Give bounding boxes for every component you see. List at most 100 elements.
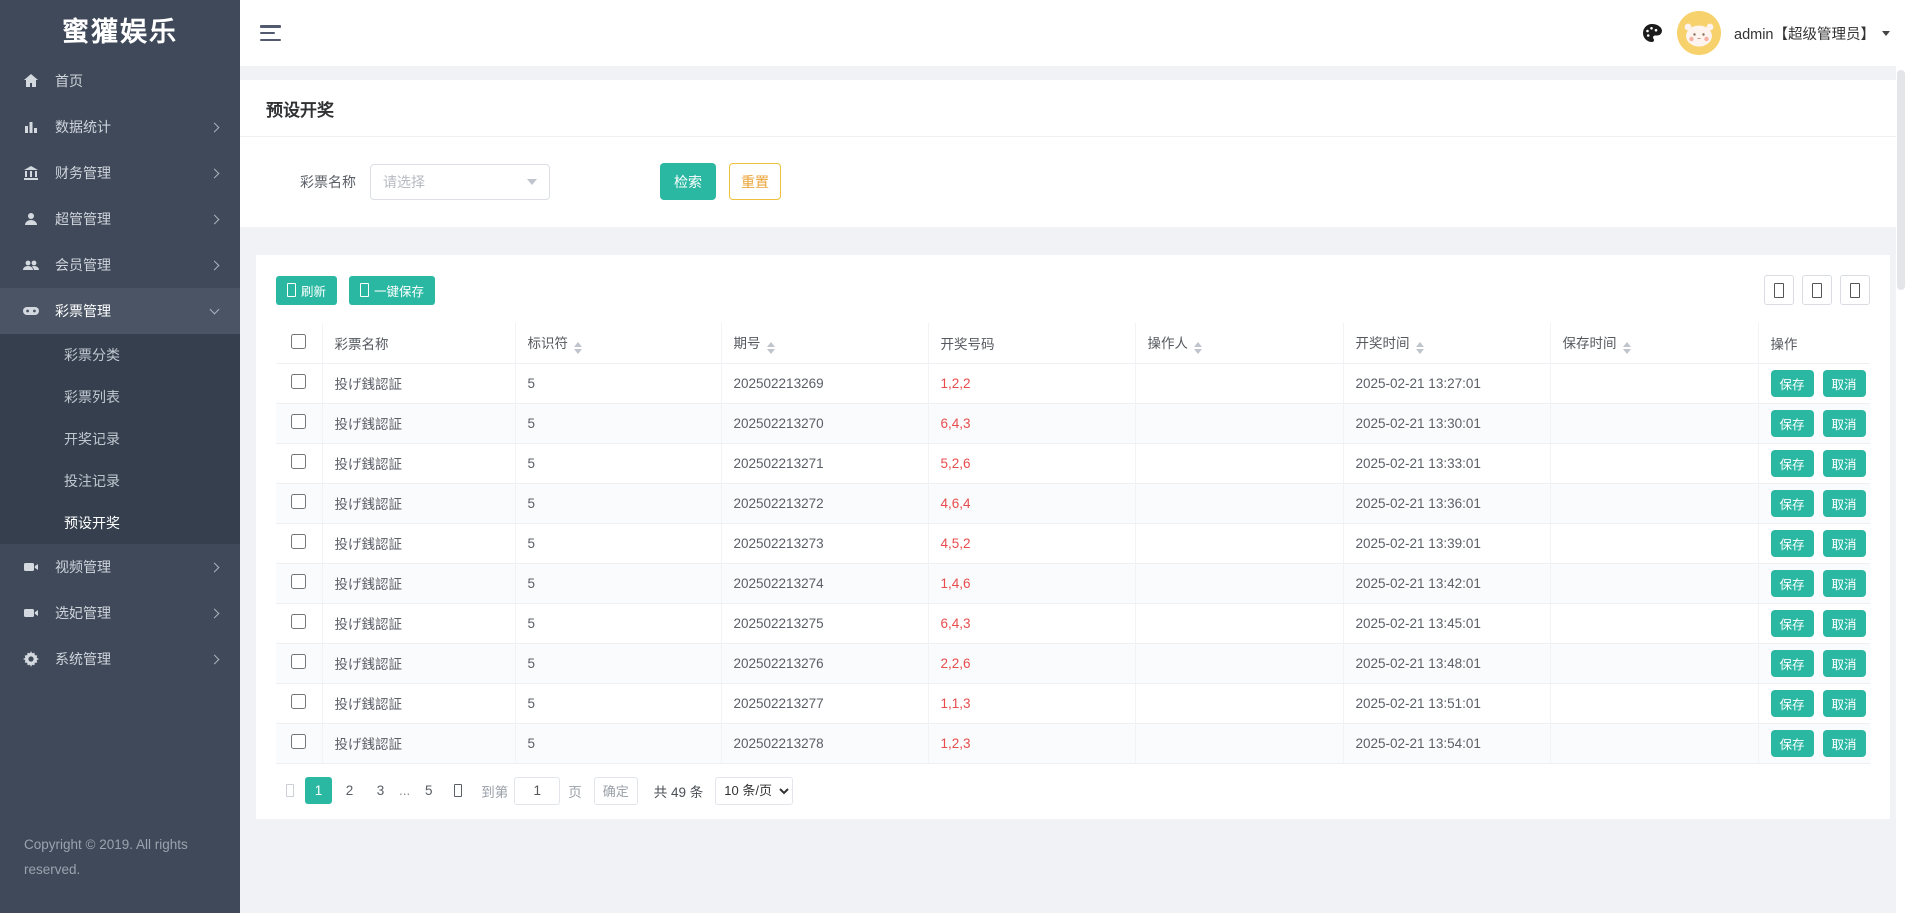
row-checkbox[interactable] xyxy=(291,374,307,389)
cell-issue: 202502213275 xyxy=(721,603,929,644)
save-button[interactable]: 保存 xyxy=(1770,649,1814,677)
header-draw-time[interactable]: 开奖时间 xyxy=(1343,323,1551,364)
cell-operator xyxy=(1135,563,1344,604)
cell-save-time xyxy=(1550,683,1759,724)
scrollbar-track[interactable] xyxy=(1896,0,1906,913)
page-button-5[interactable]: 5 xyxy=(425,783,433,798)
save-button[interactable]: 保存 xyxy=(1770,609,1814,637)
cancel-button[interactable]: 取消 xyxy=(1822,649,1866,677)
sidebar-item-system[interactable]: 系统管理 xyxy=(0,636,240,682)
scrollbar-thumb[interactable] xyxy=(1897,70,1905,290)
row-checkbox[interactable] xyxy=(291,494,307,509)
row-checkbox[interactable] xyxy=(291,574,307,589)
gamepad-icon xyxy=(22,303,39,320)
sidebar-item-label: 系统管理 xyxy=(55,651,111,667)
sort-icon[interactable] xyxy=(1622,341,1631,354)
cancel-button[interactable]: 取消 xyxy=(1822,609,1866,637)
row-checkbox[interactable] xyxy=(291,694,307,709)
sort-icon[interactable] xyxy=(574,341,582,354)
cell-save-time xyxy=(1550,363,1759,404)
jump-page-input[interactable] xyxy=(514,776,561,805)
header-operator[interactable]: 操作人 xyxy=(1135,323,1344,364)
cancel-button[interactable]: 取消 xyxy=(1822,489,1866,517)
header-actions: 操作 xyxy=(1758,323,1870,364)
sidebar-item-lottery-list[interactable]: 彩票列表 xyxy=(64,389,120,405)
sidebar-item-lottery[interactable]: 彩票管理 xyxy=(0,288,240,334)
cancel-button[interactable]: 取消 xyxy=(1822,369,1866,397)
sort-icon[interactable] xyxy=(766,341,775,354)
row-checkbox[interactable] xyxy=(291,414,307,429)
select-all-checkbox[interactable] xyxy=(291,333,307,349)
cancel-button[interactable]: 取消 xyxy=(1822,449,1866,477)
per-page-select[interactable]: 10 条/页 xyxy=(715,776,794,805)
prev-page-button[interactable] xyxy=(276,777,303,804)
sort-icon[interactable] xyxy=(1415,341,1424,354)
cell-draw-numbers: 2,2,6 xyxy=(928,643,1136,684)
sidebar-item-superadmin[interactable]: 超管管理 xyxy=(0,196,240,242)
cell-code: 5 xyxy=(515,723,722,764)
sidebar-item-label: 首页 xyxy=(55,73,83,89)
header-code[interactable]: 标识符 xyxy=(515,323,722,364)
save-button[interactable]: 保存 xyxy=(1770,529,1814,557)
search-button[interactable]: 检索 xyxy=(660,163,716,200)
confirm-jump-button[interactable]: 确定 xyxy=(593,776,638,805)
cell-draw-numbers: 6,4,3 xyxy=(928,403,1136,444)
save-all-button[interactable]: 一键保存 xyxy=(349,275,436,305)
page-button-3[interactable]: 3 xyxy=(376,783,385,798)
save-button[interactable]: 保存 xyxy=(1770,569,1814,597)
page-button-2[interactable]: 2 xyxy=(345,783,354,798)
table-tool-button-1[interactable] xyxy=(1764,275,1794,305)
sidebar-item-concubine[interactable]: 选妃管理 xyxy=(0,590,240,636)
sidebar-item-members[interactable]: 会员管理 xyxy=(0,242,240,288)
row-checkbox[interactable] xyxy=(291,454,307,469)
header-issue[interactable]: 期号 xyxy=(721,323,929,364)
sidebar-item-lottery-category[interactable]: 彩票分类 xyxy=(64,347,120,363)
cell-issue: 202502213269 xyxy=(721,363,929,404)
refresh-button[interactable]: 刷新 xyxy=(276,275,338,305)
user-menu[interactable]: admin【超级管理员】 xyxy=(1734,23,1890,44)
row-checkbox[interactable] xyxy=(291,734,307,749)
save-button[interactable]: 保存 xyxy=(1770,489,1814,517)
cell-draw-numbers: 4,5,2 xyxy=(928,523,1136,564)
row-checkbox[interactable] xyxy=(291,654,307,669)
cell-code: 5 xyxy=(515,363,722,404)
cancel-button[interactable]: 取消 xyxy=(1822,689,1866,717)
cell-draw-numbers: 4,6,4 xyxy=(928,483,1136,524)
sort-icon[interactable] xyxy=(1194,341,1202,354)
header-save-time[interactable]: 保存时间 xyxy=(1550,323,1759,364)
sidebar-item-finance[interactable]: 财务管理 xyxy=(0,150,240,196)
sidebar-item-draw-records[interactable]: 开奖记录 xyxy=(64,431,120,447)
sidebar-item-home[interactable]: 首页 xyxy=(0,58,240,104)
table-tool-icon xyxy=(1774,282,1784,298)
save-button[interactable]: 保存 xyxy=(1770,689,1814,717)
table-tool-button-2[interactable] xyxy=(1802,275,1832,305)
lottery-name-select[interactable]: 请选择 xyxy=(370,163,550,200)
cancel-button[interactable]: 取消 xyxy=(1822,529,1866,557)
save-button[interactable]: 保存 xyxy=(1770,369,1814,397)
table-tool-button-3[interactable] xyxy=(1840,275,1870,305)
row-checkbox[interactable] xyxy=(291,614,307,629)
page-button-1[interactable]: 1 xyxy=(305,777,332,804)
cancel-button[interactable]: 取消 xyxy=(1822,729,1866,757)
save-button[interactable]: 保存 xyxy=(1770,409,1814,437)
sidebar: 蜜獾娱乐 首页 数据统计 财务管理 超管管理 xyxy=(0,0,240,913)
sidebar-item-video[interactable]: 视频管理 xyxy=(0,544,240,590)
theme-palette-icon[interactable] xyxy=(1640,21,1664,45)
sidebar-item-bet-records[interactable]: 投注记录 xyxy=(64,473,120,489)
sidebar-item-statistics[interactable]: 数据统计 xyxy=(0,104,240,150)
chevron-right-icon xyxy=(209,214,220,224)
sidebar-toggle-button[interactable] xyxy=(260,25,282,41)
cancel-button[interactable]: 取消 xyxy=(1822,569,1866,597)
avatar[interactable] xyxy=(1677,11,1721,55)
cell-issue: 202502213271 xyxy=(721,443,929,484)
sidebar-item-label: 视频管理 xyxy=(55,559,111,575)
save-button[interactable]: 保存 xyxy=(1770,449,1814,477)
sidebar-item-preset-draw[interactable]: 预设开奖 xyxy=(64,515,120,531)
chevron-down-icon xyxy=(527,178,537,185)
next-page-button[interactable] xyxy=(444,777,472,804)
row-checkbox[interactable] xyxy=(291,534,307,549)
cell-save-time xyxy=(1550,483,1759,524)
cancel-button[interactable]: 取消 xyxy=(1822,409,1866,437)
save-button[interactable]: 保存 xyxy=(1770,729,1814,757)
reset-button[interactable]: 重置 xyxy=(729,163,781,200)
